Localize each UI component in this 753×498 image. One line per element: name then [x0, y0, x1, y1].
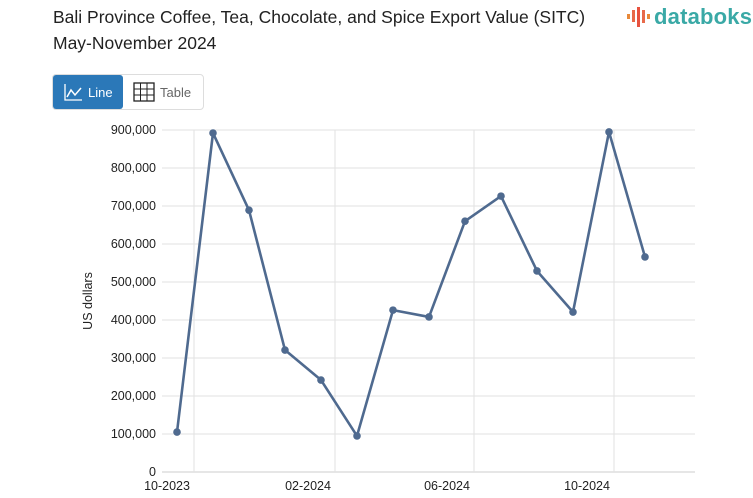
x-tick-label: 02-2024 [285, 479, 331, 493]
data-point [389, 306, 397, 314]
data-point [173, 428, 181, 436]
data-point [533, 267, 541, 275]
x-tick-label: 06-2024 [424, 479, 470, 493]
data-point [605, 128, 613, 136]
data-point [317, 376, 325, 384]
chart-title: Bali Province Coffee, Tea, Chocolate, an… [53, 7, 586, 53]
data-point [497, 192, 505, 200]
data-point [425, 313, 433, 321]
data-point [461, 217, 469, 225]
view-toggle: Line Table [52, 74, 204, 110]
line-view-label: Line [88, 84, 113, 100]
y-tick-label: 100,000 [111, 427, 156, 441]
y-tick-label: 200,000 [111, 389, 156, 403]
data-point [245, 206, 253, 214]
line-chart-icon [64, 84, 82, 101]
data-point [569, 308, 577, 316]
table-view-button[interactable]: Table [123, 75, 201, 109]
data-point [353, 432, 361, 440]
y-tick-label: 300,000 [111, 351, 156, 365]
databoks-logo: databoks [626, 4, 752, 30]
table-view-label: Table [160, 84, 192, 100]
logo-text: databoks [654, 4, 753, 29]
series-line [175, 130, 647, 438]
logo-bars-icon [627, 7, 650, 27]
data-point [641, 253, 649, 261]
y-tick-label: 900,000 [111, 123, 156, 137]
y-tick-label: 500,000 [111, 275, 156, 289]
y-tick-label: 800,000 [111, 161, 156, 175]
data-point [281, 346, 289, 354]
y-tick-label: 600,000 [111, 237, 156, 251]
y-tick-label: 0 [149, 465, 156, 479]
y-tick-label: 400,000 [111, 313, 156, 327]
x-tick-label: 10-2023 [144, 479, 190, 493]
x-tick-label: 10-2024 [564, 479, 610, 493]
data-point [209, 129, 217, 137]
y-axis-label: US dollars [81, 272, 95, 330]
line-view-button[interactable]: Line [53, 75, 123, 109]
table-grid-icon [133, 82, 155, 102]
y-tick-label: 700,000 [111, 199, 156, 213]
